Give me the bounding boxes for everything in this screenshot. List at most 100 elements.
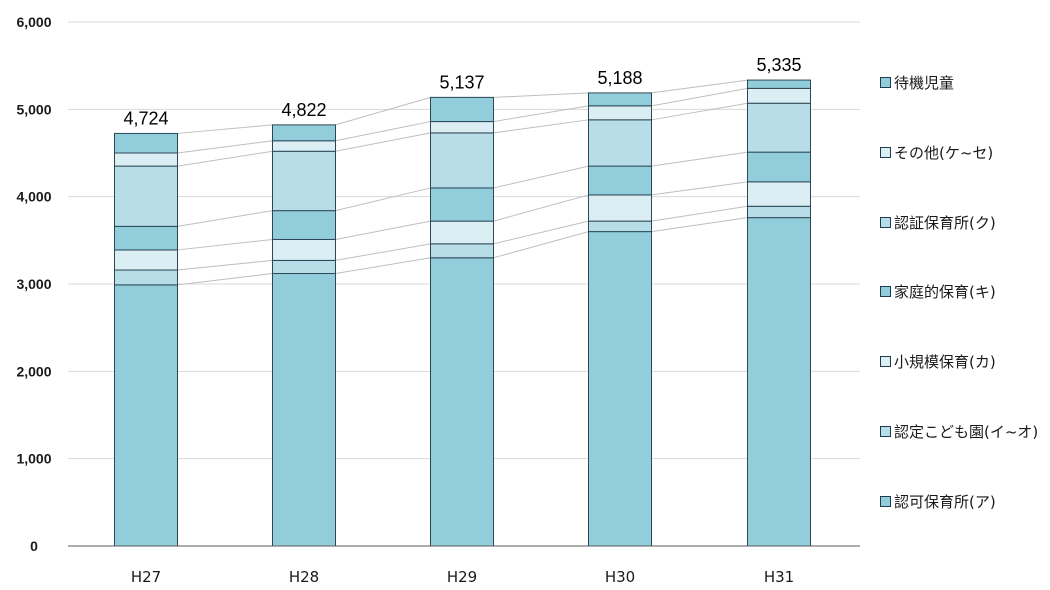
bar-segment	[114, 225, 178, 251]
legend-item: その他(ケ~セ)	[880, 142, 993, 162]
series-connector-line	[177, 238, 273, 251]
bar-total-label: 4,822	[281, 100, 326, 120]
bar-segment	[272, 150, 336, 212]
series-connector-line	[335, 257, 431, 275]
bar-segment	[588, 194, 652, 222]
legend-swatch	[880, 355, 891, 367]
series-connector-line	[651, 87, 748, 107]
bar-segment	[747, 151, 811, 183]
bar-segment	[747, 181, 811, 207]
series-connector-line	[177, 140, 273, 154]
bar-segment	[747, 87, 811, 104]
bar-segment	[747, 102, 811, 153]
bar-segment	[272, 140, 336, 152]
bar-segment	[272, 124, 336, 142]
series-connector-line	[651, 151, 748, 167]
series-connector-line	[651, 217, 748, 233]
series-connector-line	[493, 105, 589, 123]
series-connector-line	[335, 96, 431, 126]
series-connector-line	[335, 132, 431, 152]
legend-item: 認可保育所(ア)	[880, 491, 996, 511]
bar-segment	[430, 132, 494, 189]
bar-segment	[114, 269, 178, 286]
legend-swatch	[880, 425, 891, 437]
series-connector-line	[335, 220, 431, 240]
series-connector-line	[493, 119, 589, 134]
y-tick-label: 3,000	[16, 276, 51, 292]
bar-segment	[430, 96, 494, 123]
legend-swatch	[880, 216, 891, 228]
legend-swatch	[880, 76, 891, 88]
bar-segment	[747, 217, 811, 547]
legend-item: 認証保育所(ク)	[880, 212, 996, 232]
legend-swatch	[880, 495, 891, 507]
series-connector-line	[177, 150, 273, 167]
bar-segment	[747, 205, 811, 219]
bar-segment	[588, 119, 652, 167]
bar-segment	[272, 273, 336, 547]
series-connector-line	[651, 79, 748, 94]
bar-total-label: 4,724	[123, 108, 168, 128]
series-connector-line	[651, 205, 748, 222]
series-connector-line	[493, 165, 589, 189]
y-tick-label: 5,000	[16, 101, 51, 117]
bar-segment	[588, 92, 652, 107]
series-connector-line	[493, 92, 589, 98]
legend-swatch	[880, 146, 891, 158]
x-tick-label: H29	[447, 568, 477, 586]
legend-label: 認証保育所(ク)	[894, 213, 996, 232]
legend-swatch	[880, 285, 891, 297]
bar-segment	[114, 284, 178, 547]
bar-total-label: 5,188	[597, 68, 642, 88]
series-connector-line	[493, 220, 589, 245]
x-tick-label: H28	[289, 568, 319, 586]
bar-segment	[430, 187, 494, 222]
bar-segment	[430, 220, 494, 245]
y-tick-label: 0	[30, 538, 38, 554]
legend-item: 待機児童	[880, 72, 954, 92]
bar-segment	[588, 220, 652, 233]
legend-label: その他(ケ~セ)	[894, 143, 994, 162]
series-connector-line	[177, 124, 273, 134]
bar-segment	[430, 121, 494, 134]
series-connector-line	[335, 243, 431, 261]
bar-segment	[272, 238, 336, 261]
bar-segment	[430, 243, 494, 259]
legend-item: 家庭的保育(キ)	[880, 281, 996, 301]
bar-segment	[588, 231, 652, 547]
bar-segment	[272, 259, 336, 275]
y-tick-label: 1,000	[16, 451, 51, 467]
legend-label: 家庭的保育(キ)	[894, 282, 996, 301]
bar-segment	[114, 249, 178, 271]
series-connector-line	[335, 187, 431, 212]
bar-segment	[430, 257, 494, 547]
y-tick-label: 6,000	[16, 14, 51, 30]
legend-label: 認可保育所(ア)	[894, 492, 996, 511]
series-connector-line	[493, 194, 589, 222]
y-tick-label: 4,000	[16, 189, 51, 205]
series-connector-line	[651, 181, 748, 196]
series-connector-line	[651, 102, 748, 121]
series-connector-line	[177, 259, 273, 271]
bar-segment	[114, 165, 178, 227]
legend-label: 小規模保育(カ)	[894, 352, 996, 371]
bar-segment	[114, 132, 178, 154]
bar-segment	[747, 79, 811, 89]
legend-label: 認定こども園(イ~オ)	[894, 422, 1039, 441]
bar-segment	[114, 152, 178, 167]
x-tick-label: H27	[131, 568, 161, 586]
bar-total-label: 5,335	[756, 55, 801, 75]
bar-segment	[588, 105, 652, 121]
series-connector-line	[177, 273, 273, 286]
bar-segment	[588, 165, 652, 196]
x-tick-label: H31	[764, 568, 794, 586]
legend-item: 認定こども園(イ~オ)	[880, 421, 1038, 441]
bar-segment	[272, 210, 336, 240]
bar-total-label: 5,137	[439, 72, 484, 92]
series-connector-line	[493, 231, 589, 259]
legend-item: 小規模保育(カ)	[880, 351, 996, 371]
series-connector-line	[177, 210, 273, 227]
series-connector-line	[335, 121, 431, 142]
